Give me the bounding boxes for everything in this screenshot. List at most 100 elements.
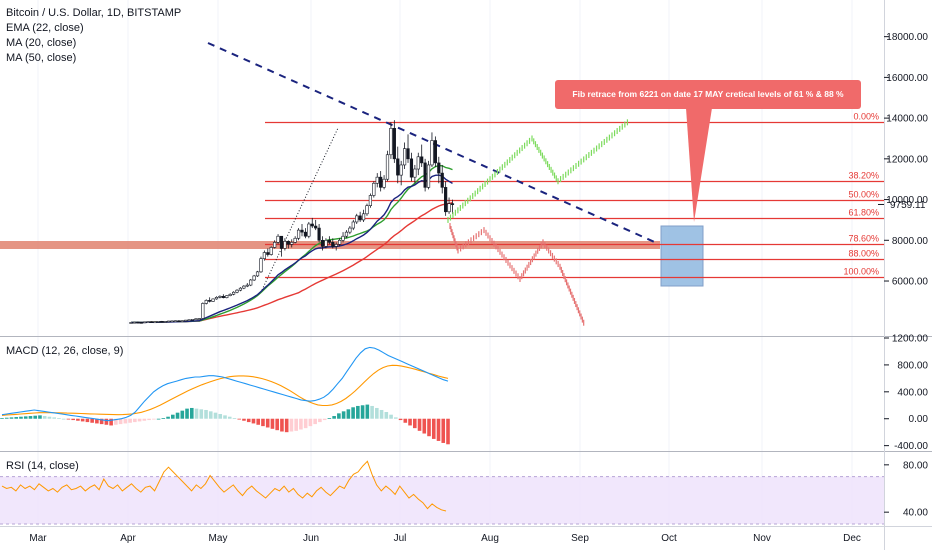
time-label: Oct xyxy=(661,533,677,544)
price-axis: 6000.00 8000.00 10000.00 12000.00 14000.00 16… xyxy=(884,32,929,288)
candle-body xyxy=(290,242,294,245)
candle-body xyxy=(252,275,256,281)
rsi-tick-label: 40.00 xyxy=(903,508,928,519)
macd-histogram-bar xyxy=(38,415,42,419)
macd-histogram-bar xyxy=(28,416,33,419)
fib-level-label: 100.00% xyxy=(843,267,879,277)
macd-histogram-bar xyxy=(417,418,422,431)
macd-tick-label: 1200.00 xyxy=(892,334,929,345)
macd-histogram-bar xyxy=(180,410,185,419)
macd-histogram-bar xyxy=(441,418,446,443)
candle-body xyxy=(444,187,448,213)
macd-histogram-bar xyxy=(360,405,365,419)
candle-body xyxy=(139,322,143,324)
macd-histogram-bar xyxy=(104,418,109,425)
macd-histogram-bar xyxy=(422,418,427,434)
macd-histogram-bar xyxy=(265,418,270,428)
rsi-tick-label: 80.00 xyxy=(903,460,928,471)
macd-histogram-bar xyxy=(0,418,4,419)
macd-legend[interactable]: MACD (12, 26, close, 9) xyxy=(6,345,124,357)
macd-histogram-bar xyxy=(85,418,90,423)
symbol-title[interactable]: Bitcoin / U.S. Dollar, 1D, BITSTAMP xyxy=(6,7,182,19)
macd-histogram-bar xyxy=(446,418,450,445)
fib-level-label: 78.60% xyxy=(848,234,879,244)
candle-body xyxy=(194,318,198,320)
macd-axis: -400.00 0.00 400.00 800.00 1200.00 xyxy=(884,334,929,452)
macd-histogram-bar xyxy=(242,418,246,421)
macd-histogram-bar xyxy=(76,418,80,421)
projection-paths[interactable] xyxy=(447,119,629,326)
rsi-pane[interactable] xyxy=(1,460,447,512)
macd-signal-line xyxy=(1,364,449,416)
candle-body xyxy=(201,303,205,319)
fib-level-label: 61.80% xyxy=(848,208,879,218)
macd-pane[interactable] xyxy=(0,346,450,445)
candle-body xyxy=(355,215,359,223)
macd-histogram-bar xyxy=(346,409,351,419)
macd-histogram-bar xyxy=(403,418,408,423)
candle-body xyxy=(170,320,174,323)
macd-histogram-bar xyxy=(133,418,137,423)
annotation-text: Fib retrace from 6221 on date 17 MAY cre… xyxy=(572,89,844,99)
macd-histogram-bar xyxy=(232,418,237,419)
indicator-ema[interactable]: EMA (22, close) xyxy=(6,22,84,34)
price-tick-label: 16000.00 xyxy=(886,73,928,84)
candle-body xyxy=(365,205,369,215)
price-tick-label: 8000.00 xyxy=(892,236,929,247)
candle-body xyxy=(266,252,270,255)
macd-tick-label: 0.00 xyxy=(909,414,929,425)
macd-histogram-bar xyxy=(351,407,355,419)
macd-histogram-bar xyxy=(303,418,308,429)
candle-body xyxy=(437,162,441,174)
candles[interactable] xyxy=(129,120,455,324)
price-tick-label: 6000.00 xyxy=(892,277,929,288)
candle-body xyxy=(296,229,301,239)
macd-histogram-bar xyxy=(280,418,284,432)
candle-body xyxy=(208,300,212,302)
candle-body xyxy=(276,235,280,243)
macd-histogram-bar xyxy=(251,418,256,424)
macd-histogram-bar xyxy=(204,409,208,419)
fib-labels: 0.00% 38.20% 50.00% 61.80% 78.60% 88.00% 100.0… xyxy=(843,112,879,277)
candle-body xyxy=(303,231,308,237)
candle-body xyxy=(218,295,222,298)
price-tick-label: 14000.00 xyxy=(886,114,928,125)
macd-histogram-bar xyxy=(194,408,199,419)
price-tick-label: 10000.00 xyxy=(886,195,928,206)
candle-body xyxy=(317,227,321,241)
candle-body xyxy=(399,164,403,176)
macd-histogram-bar xyxy=(142,418,147,421)
indicator-ma50[interactable]: MA (50, close) xyxy=(6,52,77,64)
macd-histogram-bar xyxy=(52,417,56,419)
candle-body xyxy=(413,168,417,178)
candle-body xyxy=(167,320,171,323)
macd-histogram-bar xyxy=(289,418,294,432)
annotation-callout[interactable]: Fib retrace from 6221 on date 17 MAY cre… xyxy=(555,80,861,222)
rsi-legend[interactable]: RSI (14, close) xyxy=(6,460,79,472)
fib-level-label: 88.00% xyxy=(848,249,879,259)
candle-body xyxy=(358,215,362,221)
macd-histogram-bar xyxy=(128,418,132,423)
target-box[interactable] xyxy=(660,225,704,287)
macd-histogram-bar xyxy=(189,407,194,419)
candle-body xyxy=(324,239,328,247)
indicator-ma20[interactable]: MA (20, close) xyxy=(6,37,77,49)
macd-histogram-bar xyxy=(218,414,223,419)
candle-body xyxy=(259,258,263,273)
candle-body xyxy=(136,321,140,324)
descending-trendline[interactable] xyxy=(207,42,660,245)
macd-histogram-bar xyxy=(261,418,265,427)
macd-histogram-bar xyxy=(4,417,9,419)
rsi-line xyxy=(1,460,447,512)
macd-histogram-bar xyxy=(33,415,38,419)
macd-histogram-bar xyxy=(47,416,52,419)
macd-histogram-bar xyxy=(161,418,166,419)
candle-body xyxy=(238,287,243,291)
candle-body xyxy=(143,321,147,324)
candle-body xyxy=(426,164,431,188)
fib-retracement[interactable] xyxy=(265,121,884,279)
macd-histogram-bar xyxy=(270,418,275,429)
candle-body xyxy=(255,271,260,277)
candle-body xyxy=(385,154,390,180)
